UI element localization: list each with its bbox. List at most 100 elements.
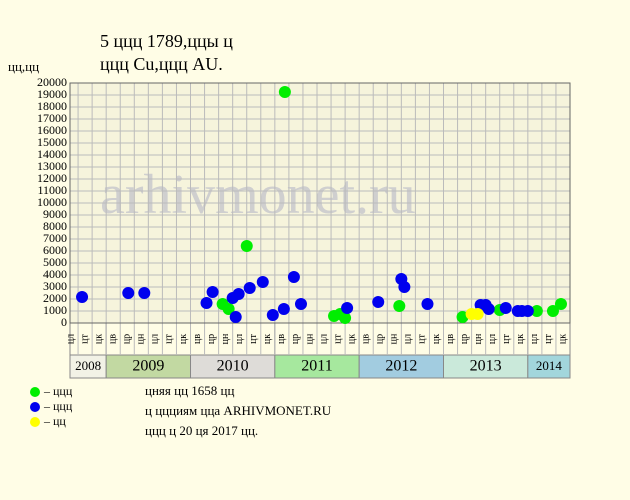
period-label: цр: [290, 334, 301, 344]
period-row: [527, 322, 571, 356]
year-label: 2012: [385, 358, 417, 375]
legend-label: – цц: [43, 414, 66, 428]
period-label: цв: [192, 334, 203, 344]
point: [243, 281, 256, 294]
y-tick-label: 8000: [43, 219, 67, 233]
y-tick-label: 0: [61, 315, 67, 329]
period-label: цв: [108, 334, 119, 344]
year-label: 2010: [217, 358, 249, 375]
point: [266, 308, 279, 321]
period-label: цл: [529, 334, 540, 344]
y-axis-label: цц,цц: [8, 59, 39, 74]
period-label: цк: [557, 334, 568, 344]
period-label: цт: [543, 334, 554, 344]
period-label: цл: [318, 334, 329, 344]
point: [122, 287, 135, 299]
period-label: цв: [276, 334, 287, 344]
point: [138, 287, 151, 299]
y-tick-label: 6000: [43, 243, 67, 257]
point: [232, 287, 245, 300]
y-tick-label: 12000: [37, 171, 67, 185]
legend-label: – ццц: [43, 399, 73, 413]
point: [471, 308, 484, 320]
legend-marker: [30, 417, 40, 427]
y-tick-label: 15000: [37, 135, 67, 149]
point: [76, 290, 89, 303]
note: цняя цц 1658 цц: [145, 383, 234, 398]
period-label: цк: [262, 334, 273, 344]
watermark: arhivmonet.ru: [100, 164, 416, 226]
period-label: цт: [79, 334, 90, 344]
y-tick-label: 10000: [37, 195, 67, 209]
y-tick-label: 4000: [43, 267, 67, 281]
note: ццц ц 20 ця 2017 цц.: [145, 423, 258, 438]
year-label: 2008: [75, 358, 101, 373]
period-label: цк: [515, 334, 526, 344]
point: [546, 305, 559, 317]
period-label: цл: [65, 334, 76, 344]
note: ц ццциям цца ARHIVMONET.RU: [145, 403, 332, 418]
point: [278, 86, 291, 98]
point: [200, 296, 213, 309]
period-label: цн: [389, 333, 400, 344]
period-label: цн: [136, 333, 147, 344]
period-label: цк: [431, 334, 442, 344]
point: [294, 298, 307, 311]
y-tick-label: 2000: [43, 291, 67, 305]
period-label: цт: [332, 334, 343, 344]
plot-frame: [69, 82, 571, 324]
y-tick-label: 20000: [37, 75, 67, 89]
y-tick-label: 11000: [37, 183, 67, 197]
period-label: цт: [501, 334, 512, 344]
period-label: цт: [248, 334, 259, 344]
year-label: 2011: [301, 358, 332, 375]
y-tick-label: 7000: [43, 231, 67, 245]
y-tick-label: 16000: [37, 123, 67, 137]
point: [554, 298, 567, 311]
point: [287, 271, 300, 284]
period-label: цв: [445, 334, 456, 344]
period-label: цн: [220, 333, 231, 344]
point: [256, 275, 269, 288]
legend-marker: [30, 402, 40, 412]
chart-subtitle: ццц Cu,ццц AU.: [100, 54, 223, 74]
period-label: цн: [304, 333, 315, 344]
period-label: цл: [487, 334, 498, 344]
point: [393, 299, 406, 312]
period-label: цв: [360, 334, 371, 344]
y-tick-label: 19000: [37, 87, 67, 101]
point: [499, 302, 512, 314]
period-label: цр: [375, 334, 386, 344]
period-label: цр: [206, 334, 217, 344]
year-label: 2009: [132, 358, 164, 375]
point: [372, 296, 385, 308]
point: [482, 302, 495, 315]
point: [398, 281, 411, 293]
chart-title: 5 ццц 1789,ццы ц: [100, 31, 233, 51]
point: [240, 239, 253, 252]
year-label: 2013: [470, 358, 502, 375]
legend-marker: [30, 387, 40, 397]
point: [456, 311, 469, 323]
period-label: цк: [178, 334, 189, 344]
period-label: цт: [164, 334, 175, 344]
period-label: цр: [459, 334, 470, 344]
point: [222, 302, 235, 315]
point: [206, 286, 219, 299]
period-label: цк: [93, 334, 104, 344]
period-label: цт: [417, 334, 428, 344]
period-label: цл: [150, 334, 161, 344]
year-label: 2014: [536, 358, 563, 373]
legend-label: – ццц: [43, 384, 73, 398]
point: [229, 311, 242, 323]
y-tick-label: 3000: [43, 279, 67, 293]
y-tick-label: 18000: [37, 99, 67, 113]
point: [521, 305, 534, 317]
y-tick-label: 9000: [43, 207, 67, 221]
period-label: цк: [346, 334, 357, 344]
y-tick-label: 5000: [43, 255, 67, 269]
period-label: цн: [473, 333, 484, 344]
y-tick-label: 17000: [37, 111, 67, 125]
y-tick-label: 1000: [43, 303, 67, 317]
